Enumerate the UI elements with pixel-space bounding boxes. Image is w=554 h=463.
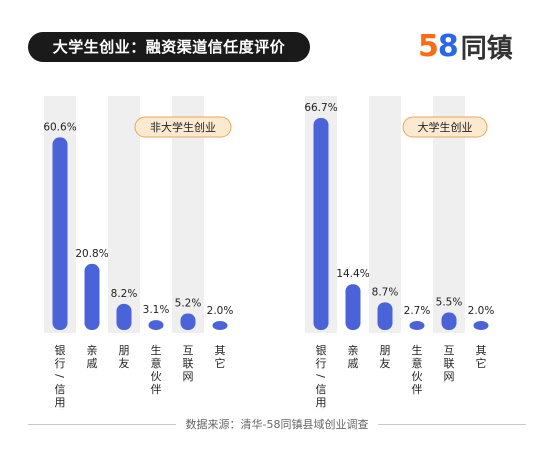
logo-text: 同镇 xyxy=(460,33,513,64)
category-char: 戚 xyxy=(348,357,359,370)
bar-5 xyxy=(180,313,196,330)
bar-1 xyxy=(313,118,329,330)
footer-line-right xyxy=(378,423,526,425)
category-char: 友 xyxy=(380,356,391,370)
legend-label: 大学生创业 xyxy=(418,120,473,134)
category-label-1: 银行 / 信用社 xyxy=(53,343,66,410)
category-char: 行 xyxy=(55,357,66,370)
value-label-4: 3.1% xyxy=(143,304,170,316)
category-char: 生 xyxy=(412,343,423,357)
category-char: 联 xyxy=(183,357,194,370)
category-label-3: 朋友 xyxy=(380,344,391,370)
category-char: 伙 xyxy=(151,370,162,383)
footer-line-left xyxy=(28,423,176,425)
charts-area: 60.6%银行/信用社20.8%亲戚8.2%朋友3.1%生意伙伴5.2%互联网2… xyxy=(43,96,494,410)
value-label-4: 2.7% xyxy=(404,305,431,317)
column-bg xyxy=(369,96,401,333)
bar-2 xyxy=(345,284,361,330)
category-char: 网 xyxy=(183,370,194,383)
category-char: 其 xyxy=(215,344,226,357)
category-char: 伴 xyxy=(151,383,162,396)
category-label-6: 其它 xyxy=(476,344,487,370)
bar-6 xyxy=(473,321,489,330)
data-source: 数据来源：清华-58同镇县域创业调查 xyxy=(185,418,369,431)
category-char: 联 xyxy=(444,357,455,370)
bar-2 xyxy=(84,263,100,330)
category-char: 生 xyxy=(151,343,162,357)
bar-3 xyxy=(377,302,393,330)
value-label-6: 2.0% xyxy=(207,305,234,317)
category-char: 戚 xyxy=(87,357,98,370)
category-char: 用 xyxy=(316,396,327,409)
value-label-1: 60.6% xyxy=(43,121,76,133)
category-char: 亲 xyxy=(348,343,359,357)
category-char: 互 xyxy=(183,344,194,357)
bar-6 xyxy=(212,321,228,330)
value-label-2: 20.8% xyxy=(75,248,108,260)
category-char: 社 xyxy=(316,408,327,410)
category-char: 行 xyxy=(316,357,327,370)
footer: 数据来源：清华-58同镇县域创业调查 xyxy=(28,414,526,434)
category-char: / xyxy=(53,374,66,378)
category-label-2: 亲戚 xyxy=(348,343,359,370)
category-char: 意 xyxy=(151,356,162,370)
category-char: 朋 xyxy=(380,344,391,357)
category-char: 信 xyxy=(316,383,327,396)
bar-4 xyxy=(148,320,164,330)
category-char: 朋 xyxy=(119,344,130,357)
category-char: 银 xyxy=(55,343,66,357)
category-char: 网 xyxy=(444,370,455,383)
category-char: 信 xyxy=(55,383,66,396)
logo-digit-5: 5 xyxy=(418,28,439,64)
category-label-1: 银行 / 信用社 xyxy=(314,343,327,410)
category-char: / xyxy=(314,374,327,378)
legend-label: 非大学生创业 xyxy=(150,120,216,134)
value-label-6: 2.0% xyxy=(468,305,495,317)
category-label-3: 朋友 xyxy=(119,344,130,370)
category-char: 友 xyxy=(119,356,130,370)
brand-logo: 5 8 同镇 xyxy=(418,28,513,64)
value-label-2: 14.4% xyxy=(336,268,369,280)
category-label-5: 互联网 xyxy=(444,344,455,383)
value-label-5: 5.5% xyxy=(436,297,463,309)
value-label-5: 5.2% xyxy=(175,297,202,309)
bar-4 xyxy=(409,321,425,330)
value-label-1: 66.7% xyxy=(304,102,337,114)
category-label-6: 其它 xyxy=(215,344,226,370)
category-char: 意 xyxy=(412,356,423,370)
category-label-2: 亲戚 xyxy=(87,343,98,370)
category-char: 社 xyxy=(55,408,66,410)
bar-3 xyxy=(116,303,132,330)
value-label-3: 8.2% xyxy=(111,288,138,300)
bar-5 xyxy=(441,312,457,330)
legend-pill xyxy=(134,116,232,138)
category-char: 用 xyxy=(55,396,66,409)
category-char: 伙 xyxy=(412,370,423,383)
category-char: 它 xyxy=(476,356,487,370)
bar-1 xyxy=(52,137,68,330)
category-char: 银 xyxy=(316,343,327,357)
chart-title: 大学生创业：融资渠道信任度评价 xyxy=(28,32,310,62)
legend-pill xyxy=(402,116,488,138)
category-char: 它 xyxy=(215,356,226,370)
category-char: 其 xyxy=(476,344,487,357)
column-bg xyxy=(108,96,140,333)
logo-digit-8: 8 xyxy=(437,28,459,64)
category-char: 伴 xyxy=(412,383,423,396)
category-char: 亲 xyxy=(87,343,98,357)
category-label-5: 互联网 xyxy=(183,344,194,383)
value-label-3: 8.7% xyxy=(372,286,399,298)
category-char: 互 xyxy=(444,344,455,357)
